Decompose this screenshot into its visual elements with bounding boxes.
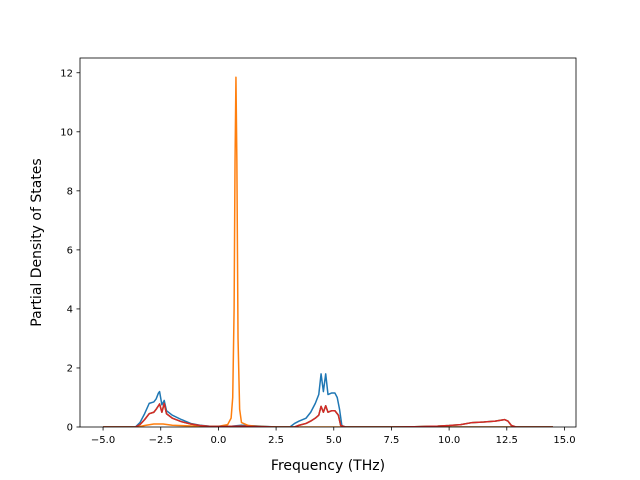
series-line-2 (103, 76, 553, 427)
y-axis: 0 2 4 6 8 10 12 (60, 68, 80, 434)
x-tick-label: 10.0 (438, 435, 460, 446)
x-tick-label: 12.5 (496, 435, 518, 446)
x-tick-label: −2.5 (149, 435, 173, 446)
y-tick-label: 4 (67, 304, 73, 315)
x-tick-label: −5.0 (91, 435, 115, 446)
series-line-4 (103, 402, 553, 427)
y-tick-label: 10 (60, 127, 73, 138)
series-layer (103, 76, 553, 427)
x-tick-label: 2.5 (268, 435, 284, 446)
y-axis-label: Partial Density of States (29, 158, 45, 326)
y-tick-label: 12 (60, 68, 73, 79)
x-tick-label: 15.0 (553, 435, 575, 446)
x-tick-label: 0.0 (210, 435, 226, 446)
x-tick-label: 5.0 (326, 435, 342, 446)
x-axis: −5.0 −2.5 0.0 2.5 5.0 7.5 10.0 12.5 15.0 (91, 427, 576, 446)
y-tick-label: 0 (67, 423, 73, 434)
y-tick-label: 6 (67, 245, 73, 256)
y-tick-label: 2 (67, 363, 73, 374)
plot-frame (79, 57, 577, 428)
x-axis-label: Frequency (THz) (271, 458, 385, 474)
y-tick-label: 8 (67, 186, 73, 197)
x-tick-label: 7.5 (383, 435, 399, 446)
